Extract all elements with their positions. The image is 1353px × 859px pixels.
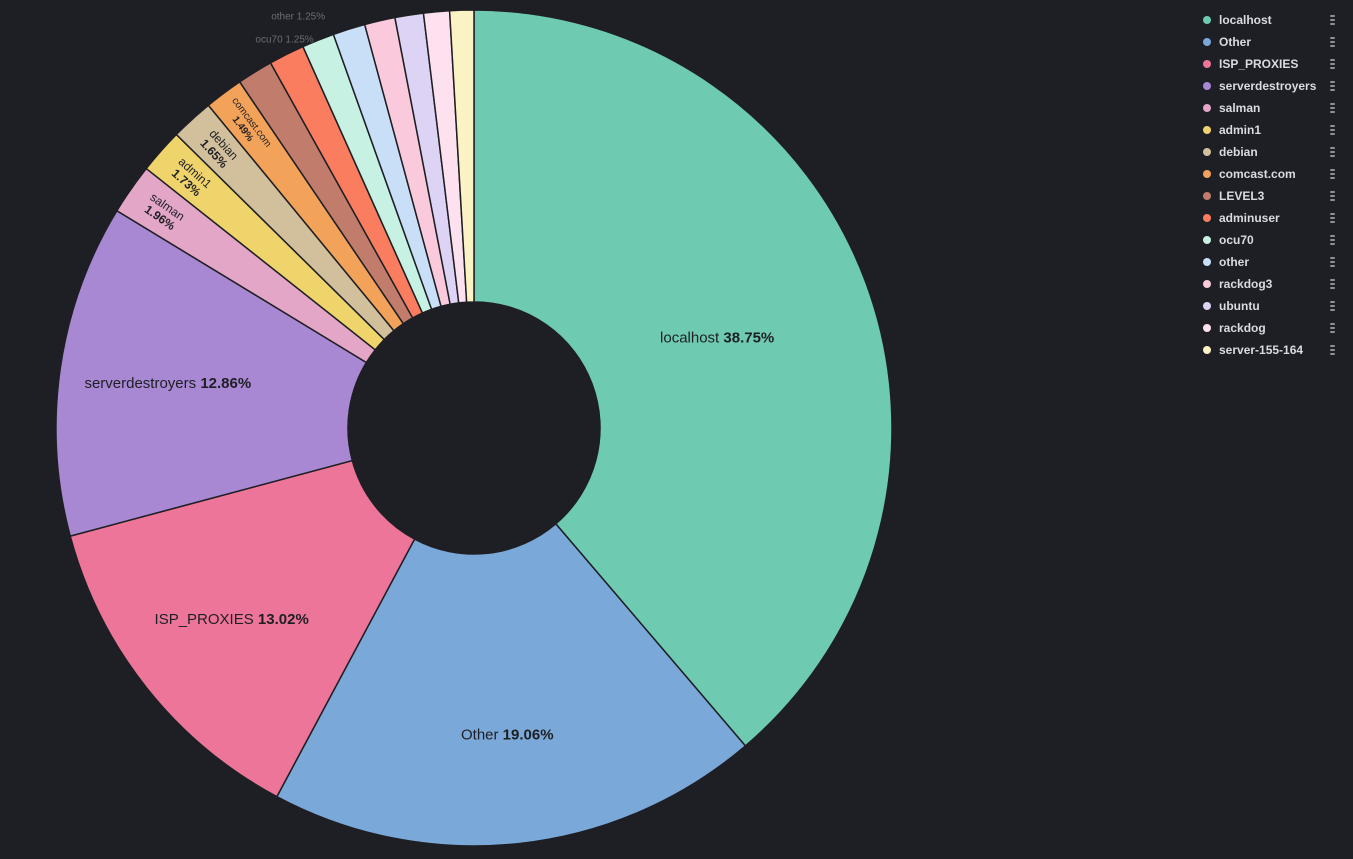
vertical-dots-menu-icon[interactable]	[1330, 81, 1336, 91]
legend-item-ubuntu[interactable]: ubuntu	[1196, 295, 1346, 317]
chart-legend: localhost Other ISP_PROXIES serverdestroyer…	[1196, 9, 1346, 361]
slices-group	[55, 9, 893, 847]
legend-item-label: LEVEL3	[1219, 189, 1265, 203]
circle-marker-icon	[1203, 82, 1211, 90]
legend-item-other[interactable]: other	[1196, 251, 1346, 273]
legend-item-localhost[interactable]: localhost	[1196, 9, 1346, 31]
vertical-dots-menu-icon[interactable]	[1330, 213, 1336, 223]
circle-marker-icon	[1203, 126, 1211, 134]
slice-label-name: Other	[461, 726, 503, 743]
legend-item-label: debian	[1219, 145, 1258, 159]
legend-item-label: server-155-164	[1219, 343, 1304, 357]
legend-item-level3[interactable]: LEVEL3	[1196, 185, 1346, 207]
vertical-dots-menu-icon[interactable]	[1330, 147, 1336, 157]
vertical-dots-menu-icon[interactable]	[1330, 235, 1336, 245]
legend-item-label: serverdestroyers	[1219, 79, 1317, 93]
vertical-dots-menu-icon[interactable]	[1330, 301, 1336, 311]
circle-marker-icon	[1203, 280, 1211, 288]
slice-other[interactable]	[275, 522, 747, 847]
legend-item-rackdog[interactable]: rackdog	[1196, 317, 1346, 339]
slice-label-value: 13.02%	[258, 611, 309, 628]
slice-label-value: 19.06%	[503, 726, 554, 743]
slice-label-localhost: localhost 38.75%	[660, 329, 774, 346]
slice-outside-label-other: other 1.25%	[271, 11, 325, 22]
legend-item-server-155-164[interactable]: server-155-164	[1196, 339, 1346, 361]
vertical-dots-menu-icon[interactable]	[1330, 169, 1336, 179]
slice-label-name: localhost	[660, 329, 723, 346]
chart-svg: localhost 38.75% Other 19.06% ISP_PROXIES …	[55, 9, 893, 847]
vertical-dots-menu-icon[interactable]	[1330, 345, 1336, 355]
slice-localhost[interactable]	[473, 9, 893, 747]
vertical-dots-menu-icon[interactable]	[1330, 59, 1336, 69]
legend-item-comcast-com[interactable]: comcast.com	[1196, 163, 1346, 185]
vertical-dots-menu-icon[interactable]	[1330, 125, 1336, 135]
legend-item-salman[interactable]: salman	[1196, 97, 1346, 119]
legend-item-ocu70[interactable]: ocu70	[1196, 229, 1346, 251]
slice-serverdestroyers[interactable]	[55, 209, 368, 538]
circle-marker-icon	[1203, 192, 1211, 200]
slice-label-serverdestroyers: serverdestroyers 12.86%	[84, 375, 251, 392]
legend-item-isp-proxies[interactable]: ISP_PROXIES	[1196, 53, 1346, 75]
circle-marker-icon	[1203, 104, 1211, 112]
slice-isp-proxies[interactable]	[69, 459, 416, 798]
slice-label-name: ISP_PROXIES	[155, 611, 258, 628]
slice-label-isp-proxies: ISP_PROXIES 13.02%	[155, 611, 309, 628]
legend-item-label: ISP_PROXIES	[1219, 57, 1299, 71]
legend-item-label: adminuser	[1219, 211, 1280, 225]
circle-marker-icon	[1203, 346, 1211, 354]
slice-server-155-164[interactable]	[448, 9, 475, 304]
legend-item-label: Other	[1219, 35, 1252, 49]
circle-marker-icon	[1203, 236, 1211, 244]
legend-item-label: comcast.com	[1219, 167, 1296, 181]
legend-item-label: localhost	[1219, 13, 1272, 27]
circle-marker-icon	[1203, 214, 1211, 222]
circle-marker-icon	[1203, 170, 1211, 178]
legend-item-label: rackdog3	[1219, 277, 1273, 291]
slice-label-value: 12.86%	[200, 375, 251, 392]
slice-label-name: serverdestroyers	[84, 375, 200, 392]
legend-item-serverdestroyers[interactable]: serverdestroyers	[1196, 75, 1346, 97]
vertical-dots-menu-icon[interactable]	[1330, 15, 1336, 25]
legend-item-label: salman	[1219, 101, 1261, 115]
vertical-dots-menu-icon[interactable]	[1330, 191, 1336, 201]
slice-label-value: 38.75%	[723, 329, 774, 346]
slice-label-other: Other 19.06%	[461, 726, 554, 743]
legend-item-rackdog3[interactable]: rackdog3	[1196, 273, 1346, 295]
slice-outside-label-ocu70: ocu70 1.25%	[255, 35, 313, 46]
legend-item-debian[interactable]: debian	[1196, 141, 1346, 163]
legend-item-label: ocu70	[1219, 233, 1254, 247]
circle-marker-icon	[1203, 148, 1211, 156]
vertical-dots-menu-icon[interactable]	[1330, 257, 1336, 267]
vertical-dots-menu-icon[interactable]	[1330, 37, 1336, 47]
circle-marker-icon	[1203, 16, 1211, 24]
legend-item-other[interactable]: Other	[1196, 31, 1346, 53]
circle-marker-icon	[1203, 258, 1211, 266]
legend-item-adminuser[interactable]: adminuser	[1196, 207, 1346, 229]
legend-item-label: rackdog	[1219, 321, 1266, 335]
legend-item-label: other	[1219, 255, 1249, 269]
vertical-dots-menu-icon[interactable]	[1330, 279, 1336, 289]
vertical-dots-menu-icon[interactable]	[1330, 103, 1336, 113]
vertical-dots-menu-icon[interactable]	[1330, 323, 1336, 333]
legend-item-admin1[interactable]: admin1	[1196, 119, 1346, 141]
donut-chart: localhost 38.75% Other 19.06% ISP_PROXIES …	[55, 9, 893, 847]
legend-item-label: ubuntu	[1219, 299, 1260, 313]
circle-marker-icon	[1203, 324, 1211, 332]
circle-marker-icon	[1203, 38, 1211, 46]
circle-marker-icon	[1203, 302, 1211, 310]
circle-marker-icon	[1203, 60, 1211, 68]
legend-item-label: admin1	[1219, 123, 1262, 137]
